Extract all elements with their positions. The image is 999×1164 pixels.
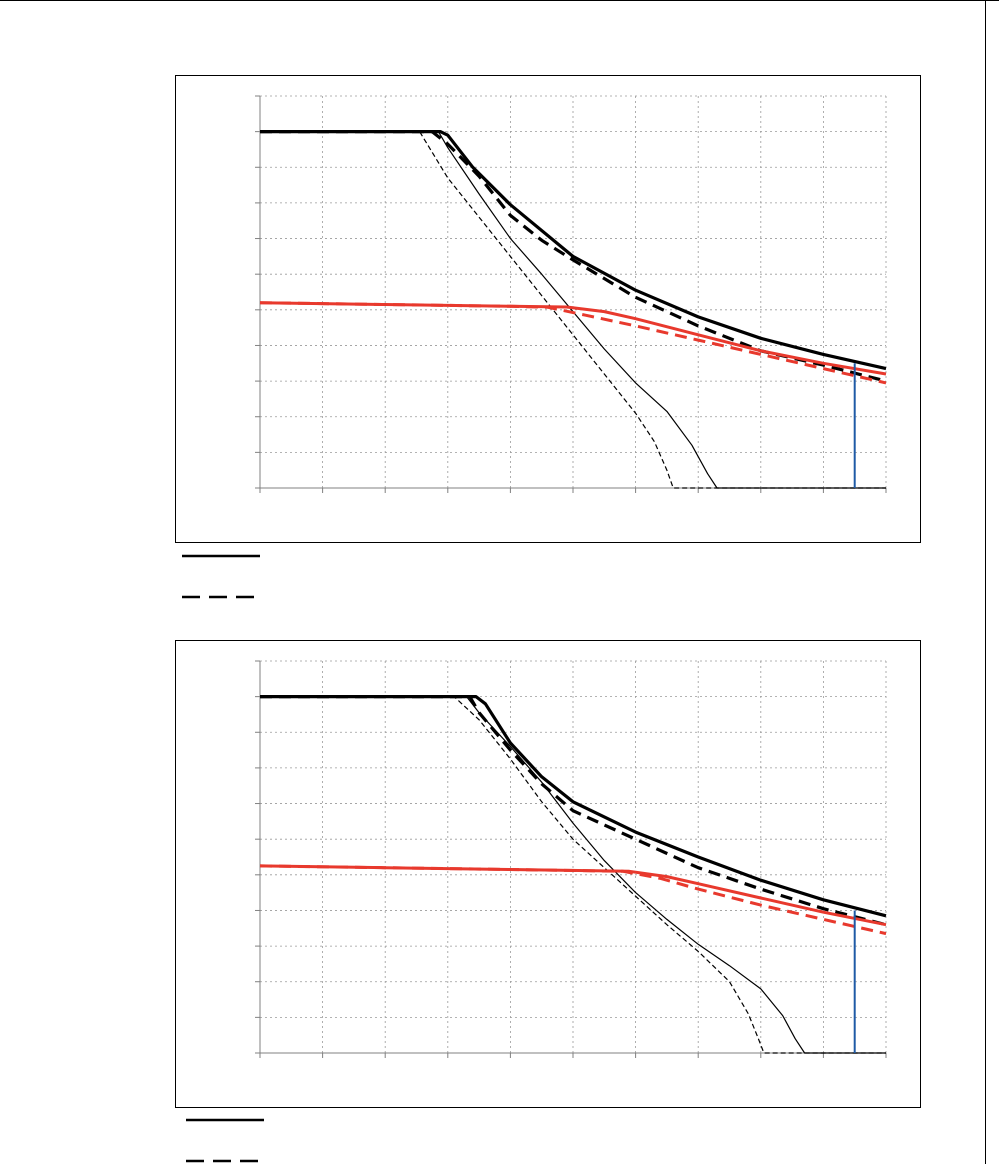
chart-2-series-5-dashed-thick [259, 864, 887, 936]
page-top-rule [0, 0, 999, 1]
chart-1-series-4-solid-thick [259, 301, 887, 376]
chart-2-series-3-dashed-thin [260, 695, 886, 1054]
chart-1-series-1-dashed-thick [260, 129, 887, 383]
chart-2-series-0-solid-thick [260, 694, 887, 918]
chart-1-series-2-solid-thin [260, 130, 886, 489]
page-right-rule [985, 0, 986, 1164]
chart-2-frame [175, 640, 921, 1108]
chart-1-frame [175, 75, 921, 543]
legend-1 [182, 554, 260, 599]
chart-2-series-1-dashed-thick [260, 694, 887, 927]
chart-2-plot [255, 660, 887, 1058]
chart-2-series-2-solid-thin [260, 695, 886, 1054]
chart-1-series-0-solid-thick [260, 129, 887, 371]
chart-1-series-5-dashed-thick [259, 301, 887, 385]
chart-2-series-4-solid-thick [259, 864, 887, 927]
chart-1-plot [255, 95, 887, 493]
legend-2 [186, 1118, 264, 1163]
chart-1-series-3-dashed-thin [260, 130, 886, 489]
